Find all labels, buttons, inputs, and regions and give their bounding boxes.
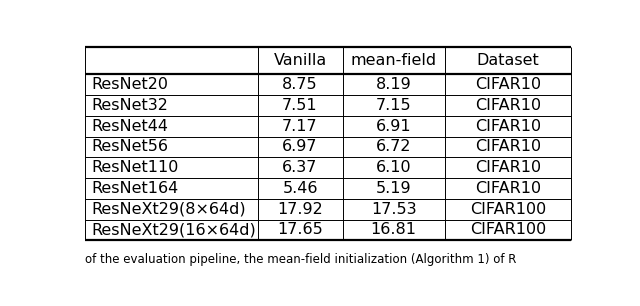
Text: 17.92: 17.92 <box>277 202 323 217</box>
Text: CIFAR10: CIFAR10 <box>475 140 541 155</box>
Text: mean-field: mean-field <box>351 53 436 68</box>
Text: 17.53: 17.53 <box>371 202 417 217</box>
Text: ResNeXt29(8×64d): ResNeXt29(8×64d) <box>91 202 246 217</box>
Text: 5.19: 5.19 <box>376 181 412 196</box>
Text: 6.10: 6.10 <box>376 160 412 175</box>
Text: 5.46: 5.46 <box>282 181 318 196</box>
Text: CIFAR10: CIFAR10 <box>475 77 541 92</box>
Text: 7.51: 7.51 <box>282 98 318 113</box>
Text: ResNet110: ResNet110 <box>91 160 179 175</box>
Text: ResNeXt29(16×64d): ResNeXt29(16×64d) <box>91 222 255 237</box>
Text: 6.72: 6.72 <box>376 140 412 155</box>
Text: CIFAR10: CIFAR10 <box>475 119 541 134</box>
Text: of the evaluation pipeline, the mean-field initialization (Algorithm 1) of R: of the evaluation pipeline, the mean-fie… <box>85 253 516 266</box>
Text: ResNet56: ResNet56 <box>91 140 168 155</box>
Text: CIFAR10: CIFAR10 <box>475 160 541 175</box>
Text: ResNet44: ResNet44 <box>91 119 168 134</box>
Text: 8.19: 8.19 <box>376 77 412 92</box>
Text: 8.75: 8.75 <box>282 77 318 92</box>
Text: CIFAR10: CIFAR10 <box>475 181 541 196</box>
Text: ResNet20: ResNet20 <box>91 77 168 92</box>
Text: Dataset: Dataset <box>476 53 540 68</box>
Text: 17.65: 17.65 <box>277 222 323 237</box>
Text: Vanilla: Vanilla <box>273 53 326 68</box>
Text: 6.97: 6.97 <box>282 140 318 155</box>
Text: ResNet32: ResNet32 <box>91 98 168 113</box>
Text: CIFAR10: CIFAR10 <box>475 98 541 113</box>
Text: 7.17: 7.17 <box>282 119 318 134</box>
Text: ResNet164: ResNet164 <box>91 181 178 196</box>
Text: 16.81: 16.81 <box>371 222 417 237</box>
Text: CIFAR100: CIFAR100 <box>470 222 546 237</box>
Text: 6.91: 6.91 <box>376 119 412 134</box>
Text: 7.15: 7.15 <box>376 98 412 113</box>
Text: 6.37: 6.37 <box>282 160 317 175</box>
Text: CIFAR100: CIFAR100 <box>470 202 546 217</box>
